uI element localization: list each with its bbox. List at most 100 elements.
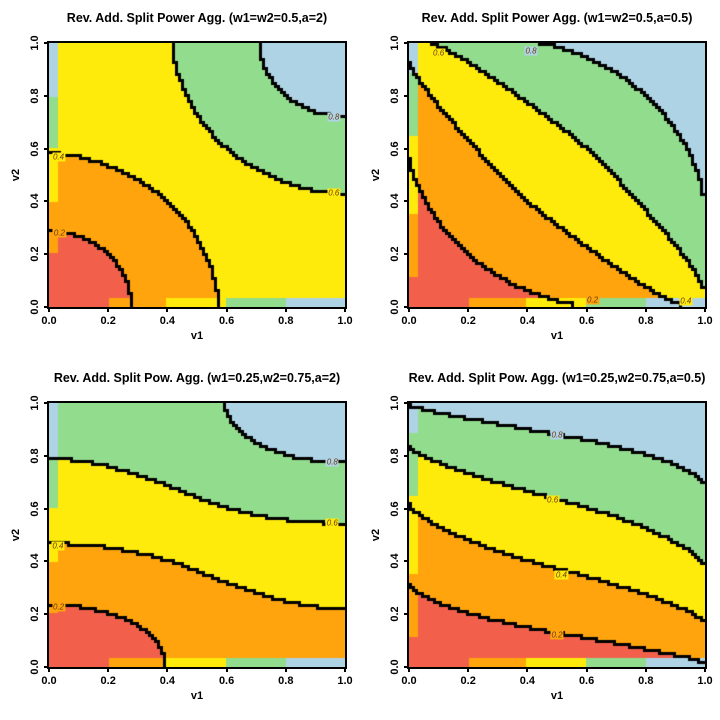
x-tick-mark bbox=[585, 667, 588, 672]
y-tick-label: 0.8 bbox=[29, 448, 41, 464]
y-tick-label: 0.8 bbox=[389, 448, 401, 464]
y-tick-label: 0.4 bbox=[389, 193, 401, 210]
y-tick-mark bbox=[44, 200, 49, 203]
x-tick-mark bbox=[585, 307, 588, 312]
x-tick-label: 0.0 bbox=[41, 675, 57, 687]
contour-label: 0.4 bbox=[679, 296, 693, 306]
y-tick-label: 1.0 bbox=[389, 395, 401, 411]
contour-label: 0.6 bbox=[546, 495, 560, 505]
x-tick-label: 0.0 bbox=[41, 315, 57, 327]
x-tick-label: 0.8 bbox=[638, 675, 654, 687]
x-tick-mark bbox=[467, 307, 470, 312]
x-tick-label: 0.4 bbox=[159, 675, 176, 687]
y-tick-label: 0.4 bbox=[389, 553, 401, 570]
y-tick-mark bbox=[404, 666, 409, 668]
x-tick-mark bbox=[107, 307, 110, 312]
y-tick-label: 0.8 bbox=[29, 88, 41, 104]
contour-label: 0.8 bbox=[327, 112, 341, 122]
y-tick-mark bbox=[404, 306, 409, 308]
x-tick-label: 0.0 bbox=[401, 315, 417, 327]
y-tick-label: 0.8 bbox=[389, 88, 401, 104]
x-tick-label: 0.6 bbox=[578, 315, 595, 327]
contour-label: 0.2 bbox=[52, 228, 66, 238]
contour-label: 0.8 bbox=[325, 457, 339, 467]
x-tick-label: 0.2 bbox=[460, 675, 476, 687]
x-tick-label: 0.8 bbox=[638, 315, 654, 327]
y-tick-label: 1.0 bbox=[29, 395, 41, 411]
plot-box: 0.0 0.2 0.4 0.6 0.8 1.0 1.0 0.8 0.6 0.4 0.2 0.0 0.… bbox=[10, 395, 353, 687]
y-tick-mark bbox=[404, 613, 409, 616]
contour-label: 0.2 bbox=[585, 295, 600, 305]
y-tick-label: 0.6 bbox=[389, 140, 401, 157]
x-tick-label: 1.0 bbox=[337, 315, 353, 327]
x-tick-label: 0.6 bbox=[578, 675, 595, 687]
y-tick-mark bbox=[44, 454, 49, 457]
y-tick-mark bbox=[44, 613, 49, 616]
y-tick-label: 0.6 bbox=[389, 500, 401, 517]
panel-bottom-left: Rev. Add. Split Pow. Agg. (w1=0.25,w2=0.… bbox=[0, 360, 360, 720]
x-tick-mark bbox=[166, 307, 169, 312]
x-tick-mark bbox=[526, 667, 529, 672]
x-tick-label: 0.6 bbox=[218, 315, 235, 327]
contour-label: 0.4 bbox=[51, 541, 65, 551]
x-tick-label: 0.2 bbox=[100, 675, 116, 687]
x-tick-mark bbox=[48, 307, 50, 312]
x-tick-label: 1.0 bbox=[337, 675, 353, 687]
x-tick-mark bbox=[284, 307, 287, 312]
y-tick-label: 0.0 bbox=[389, 659, 401, 675]
y-tick-mark bbox=[404, 454, 409, 457]
y-tick-label: 0.4 bbox=[29, 193, 41, 210]
x-tick-mark bbox=[526, 307, 529, 312]
x-tick-label: 0.4 bbox=[519, 675, 536, 687]
y-tick-mark bbox=[44, 402, 49, 404]
x-tick-mark bbox=[644, 307, 647, 312]
y-tick-label: 0.6 bbox=[29, 500, 41, 517]
contour-label: 0.2 bbox=[550, 630, 564, 640]
plot-box: 0.0 0.2 0.4 0.6 0.8 1.0 1.0 0.8 0.6 0.4 0.2 0.0 0.… bbox=[370, 35, 713, 327]
y-tick-label: 1.0 bbox=[389, 35, 401, 51]
y-tick-label: 1.0 bbox=[29, 35, 41, 51]
y-axis-label: v2 bbox=[10, 528, 22, 542]
x-tick-mark bbox=[704, 307, 706, 312]
y-tick-mark bbox=[44, 666, 49, 668]
x-tick-label: 0.4 bbox=[159, 315, 176, 327]
y-tick-mark bbox=[44, 94, 49, 97]
y-tick-label: 0.2 bbox=[29, 606, 41, 622]
x-tick-mark bbox=[48, 667, 50, 672]
y-tick-label: 0.0 bbox=[29, 659, 41, 675]
x-tick-mark bbox=[408, 307, 410, 312]
x-tick-label: 0.8 bbox=[278, 675, 294, 687]
x-tick-mark bbox=[344, 307, 346, 312]
x-tick-label: 0.8 bbox=[278, 315, 294, 327]
y-tick-label: 0.2 bbox=[29, 246, 41, 262]
y-tick-mark bbox=[404, 560, 409, 563]
y-tick-label: 0.2 bbox=[389, 246, 401, 262]
filled-contour-canvas bbox=[409, 403, 705, 667]
x-tick-label: 0.6 bbox=[218, 675, 235, 687]
y-tick-label: 0.2 bbox=[389, 606, 401, 622]
contour-label: 0.2 bbox=[51, 602, 66, 612]
panel-title: Rev. Add. Split Power Agg. (w1=w2=0.5,a=… bbox=[66, 11, 328, 25]
contour-label: 0.6 bbox=[432, 48, 446, 58]
x-axis-label: v1 bbox=[550, 330, 564, 342]
x-tick-mark bbox=[467, 667, 470, 672]
y-tick-mark bbox=[404, 402, 409, 404]
panel-title: Rev. Add. Split Power Agg. (w1=w2=0.5,a=… bbox=[421, 11, 693, 25]
y-tick-mark bbox=[44, 560, 49, 563]
filled-contour-canvas bbox=[49, 43, 345, 307]
y-tick-mark bbox=[44, 42, 49, 44]
y-axis-label: v2 bbox=[370, 528, 382, 542]
x-tick-mark bbox=[225, 307, 228, 312]
x-tick-label: 0.2 bbox=[460, 315, 476, 327]
panel-title: Rev. Add. Split Pow. Agg. (w1=0.25,w2=0.… bbox=[408, 371, 706, 385]
x-tick-mark bbox=[166, 667, 169, 672]
panel-bottom-right: Rev. Add. Split Pow. Agg. (w1=0.25,w2=0.… bbox=[360, 360, 720, 720]
y-tick-mark bbox=[44, 253, 49, 256]
y-tick-mark bbox=[404, 94, 409, 97]
y-tick-mark bbox=[404, 200, 409, 203]
x-axis-label: v1 bbox=[190, 690, 204, 702]
plot-box: 0.0 0.2 0.4 0.6 0.8 1.0 1.0 0.8 0.6 0.4 0.2 0.0 0.… bbox=[370, 395, 713, 687]
y-tick-mark bbox=[404, 147, 409, 150]
filled-contour-canvas bbox=[409, 43, 705, 307]
